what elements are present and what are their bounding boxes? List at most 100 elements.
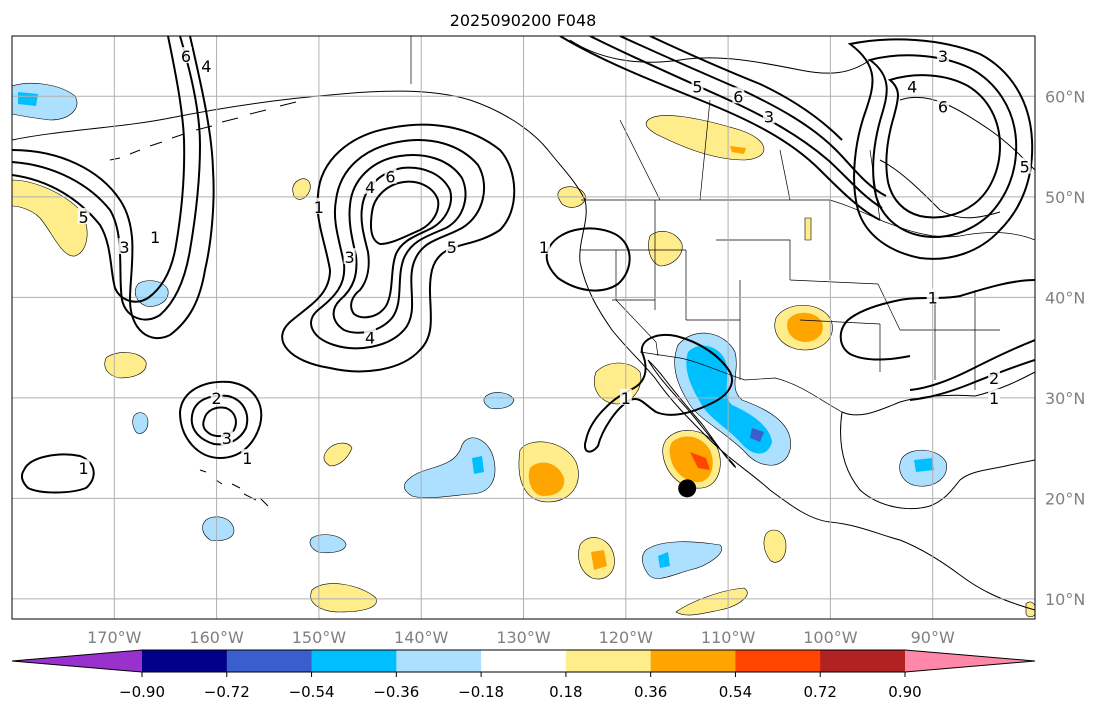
shaded-area [132, 412, 149, 434]
colorbar-tick-labels: −0.90 −0.72 −0.54 −0.36 −0.18 0.18 0.36 0.54 0.7… [119, 672, 922, 701]
shaded-area [202, 516, 235, 541]
lon-tick-label: 130°W [496, 628, 551, 647]
colorbar-tick-label: −0.90 [119, 683, 165, 701]
shaded-area [730, 146, 746, 154]
gulf-coast [840, 371, 1035, 510]
colorbar-segment [142, 650, 228, 672]
lon-tick-label: 140°W [394, 628, 449, 647]
contour-label-bg [118, 238, 131, 255]
aleutian-islands [109, 101, 297, 161]
contour-label-bg [220, 429, 233, 446]
contour-line [885, 74, 1002, 219]
contour-label-bg [926, 288, 939, 305]
contour-line [649, 36, 843, 141]
hudson-coast [879, 96, 1035, 219]
contour-line [584, 334, 733, 453]
shaded-areas [12, 82, 1035, 618]
hawaii-islands [199, 469, 269, 507]
lat-tick-label: 40°N [1045, 288, 1085, 307]
colorbar-tick-label: −0.18 [458, 683, 504, 701]
contour-label-bg [343, 248, 356, 265]
shaded-area [669, 436, 713, 483]
contour-label-bg [763, 107, 776, 124]
shaded-area [323, 442, 353, 467]
colorbar-segment [735, 650, 821, 672]
contour-label-bg [906, 77, 919, 94]
contour-label-bg [691, 77, 704, 94]
contour-label-bg [537, 238, 550, 255]
contour-label-bg [988, 388, 1001, 405]
contour-label-bg [179, 47, 192, 64]
contour-line [12, 36, 186, 303]
shaded-area [1025, 601, 1035, 618]
lat-tick-label: 50°N [1045, 188, 1085, 207]
lon-tick-label: 170°W [87, 628, 142, 647]
colorbar-segment [311, 650, 397, 672]
shaded-area [642, 541, 723, 579]
contour-label-bg [77, 459, 90, 476]
map-frame [11, 35, 1036, 620]
shaded-area [686, 345, 772, 454]
contour-label-bg [445, 238, 458, 255]
contour-line [332, 154, 467, 334]
shaded-area [763, 529, 787, 563]
contour-label-bg [1018, 157, 1031, 174]
contour-label-bg [936, 47, 949, 64]
plot-title: 2025090200 F048 [450, 11, 597, 30]
contour-label-bg [312, 197, 325, 214]
contour-label: 3 [222, 429, 232, 448]
shaded-area [690, 452, 710, 470]
canada-us-border [581, 199, 1035, 241]
shaded-area [648, 231, 683, 267]
lat-tick-label: 30°N [1045, 389, 1085, 408]
contour-label-bg [364, 328, 377, 345]
storm-center-marker [678, 479, 697, 498]
colorbar [11, 649, 1036, 673]
shaded-area [292, 178, 311, 200]
contour-line [12, 36, 215, 340]
longitude-tick-labels: 170°W 160°W 150°W 140°W 130°W 120°W 110°W 100°W… [87, 628, 955, 647]
contour-line [202, 406, 237, 438]
us-mexico-border [639, 351, 843, 413]
contour-line [20, 453, 95, 494]
lon-tick-label: 120°W [599, 628, 654, 647]
contour-line [310, 139, 486, 350]
colorbar-segment [396, 650, 482, 672]
contour-label: 5 [1020, 158, 1030, 177]
colorbar-segment [481, 650, 567, 672]
contour-label-bg [77, 207, 90, 224]
colorbar-extend-high [905, 650, 1035, 672]
contour-label: 1 [314, 198, 324, 217]
colorbar-tick-label: −0.72 [204, 683, 250, 701]
contour-label-bg [364, 177, 377, 194]
contour-label-bg [936, 97, 949, 114]
contour-label: 1 [989, 389, 999, 408]
contour-label: 3 [344, 248, 354, 267]
contour-label-bg [732, 87, 745, 104]
contour-label: 3 [119, 238, 129, 257]
contour-line [909, 359, 1035, 401]
contour-line [909, 339, 1035, 391]
colorbar-tick-label: 0.90 [888, 683, 921, 701]
contour-line [350, 166, 452, 319]
colorbar-tick-label: 0.18 [549, 683, 582, 701]
colorbar-tick-label: 0.72 [804, 683, 837, 701]
contour-label: 4 [365, 178, 375, 197]
lon-tick-label: 150°W [292, 628, 347, 647]
arctic-coast [569, 39, 871, 74]
colorbar-segment [650, 650, 736, 672]
contour-label: 3 [938, 47, 948, 66]
contour-label: 2 [989, 369, 999, 388]
shaded-area [528, 462, 565, 496]
colorbar-tick-label: 0.54 [719, 683, 752, 701]
contour-label: 6 [385, 168, 395, 187]
contour-line [12, 36, 202, 321]
contour-line [559, 36, 881, 221]
contour-label-bg [384, 167, 397, 184]
colorbar-tick-label: 0.36 [634, 683, 667, 701]
contour-label: 4 [365, 329, 375, 348]
colorbar-tick-label: −0.54 [289, 683, 335, 701]
